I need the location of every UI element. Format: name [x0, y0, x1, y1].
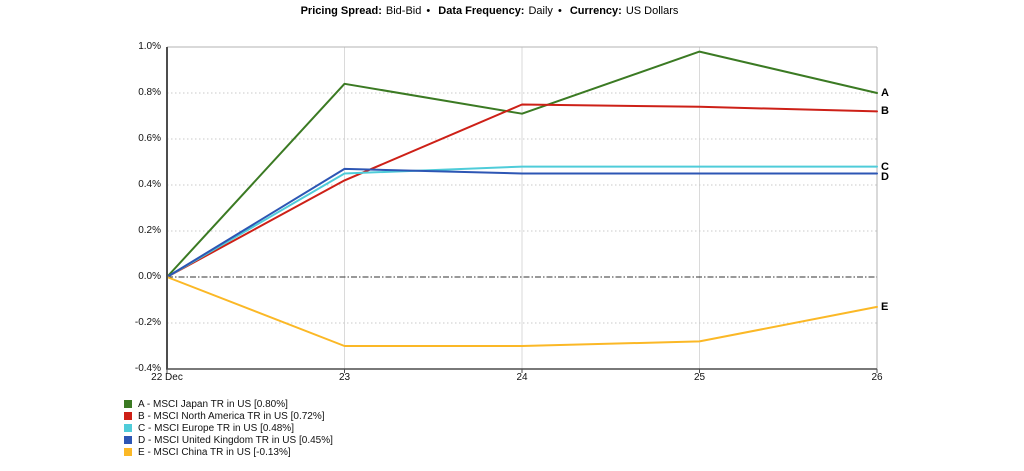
legend-item-E: E - MSCI China TR in US [-0.13%] — [124, 446, 333, 458]
legend-label-A: A - MSCI Japan TR in US [0.80%] — [138, 398, 288, 410]
legend-swatch-A — [124, 400, 132, 408]
x-tick-label: 25 — [693, 372, 706, 383]
series-line-C — [166, 165, 878, 278]
title-currency-label: Currency: — [569, 5, 622, 17]
legend: A - MSCI Japan TR in US [0.80%] B - MSCI … — [124, 398, 333, 458]
series-line-A — [166, 50, 878, 278]
legend-label-B: B - MSCI North America TR in US [0.72%] — [138, 410, 325, 422]
series-end-label-D: D — [881, 171, 889, 184]
title-pricing-spread-label: Pricing Spread: — [300, 5, 382, 17]
title-pricing-spread-value: Bid-Bid — [385, 5, 422, 17]
legend-swatch-E — [124, 448, 132, 456]
legend-swatch-D — [124, 436, 132, 444]
y-tick-label: 0.4% — [138, 179, 161, 190]
series-line-D — [166, 167, 878, 278]
y-tick-label: -0.2% — [134, 317, 161, 328]
y-tick-label: 0.0% — [138, 271, 161, 282]
x-tick-label: 24 — [516, 372, 528, 383]
title-bullet-1: • — [426, 5, 431, 17]
legend-item-B: B - MSCI North America TR in US [0.72%] — [124, 410, 333, 422]
series-end-label-A: A — [881, 87, 889, 99]
y-tick-label: 0.6% — [138, 133, 161, 144]
y-tick-label: 1.0% — [138, 41, 161, 52]
series-end-label-B: B — [881, 105, 889, 118]
y-tick-label: 0.2% — [138, 225, 161, 236]
series-line-E — [166, 276, 878, 347]
legend-label-D: D - MSCI United Kingdom TR in US [0.45%] — [138, 434, 333, 446]
series-end-label-E: E — [881, 300, 889, 313]
legend-item-C: C - MSCI Europe TR in US [0.48%] — [124, 422, 333, 434]
legend-label-E: E - MSCI China TR in US [-0.13%] — [138, 446, 291, 458]
title-data-frequency-value: Daily — [528, 5, 553, 17]
x-tick-label: 22 Dec — [151, 372, 183, 383]
legend-label-C: C - MSCI Europe TR in US [0.48%] — [138, 422, 294, 434]
y-tick-label: -0.4% — [134, 363, 161, 374]
legend-swatch-B — [124, 412, 132, 420]
series-line-B — [166, 103, 878, 278]
x-tick-label: 26 — [871, 372, 883, 383]
series-end-label-C: C — [881, 160, 889, 173]
x-tick-label: 23 — [338, 372, 351, 383]
title-currency-value: US Dollars — [625, 5, 679, 17]
legend-item-D: D - MSCI United Kingdom TR in US [0.45%] — [124, 434, 333, 446]
title-data-frequency-label: Data Frequency: — [438, 5, 525, 17]
chart-title: Pricing Spread: Bid-Bid • Data Frequency: D… — [0, 5, 984, 17]
legend-item-A: A - MSCI Japan TR in US [0.80%] — [124, 398, 333, 410]
legend-swatch-C — [124, 424, 132, 432]
title-bullet-2: • — [557, 5, 562, 17]
y-tick-label: 0.8% — [138, 87, 161, 98]
